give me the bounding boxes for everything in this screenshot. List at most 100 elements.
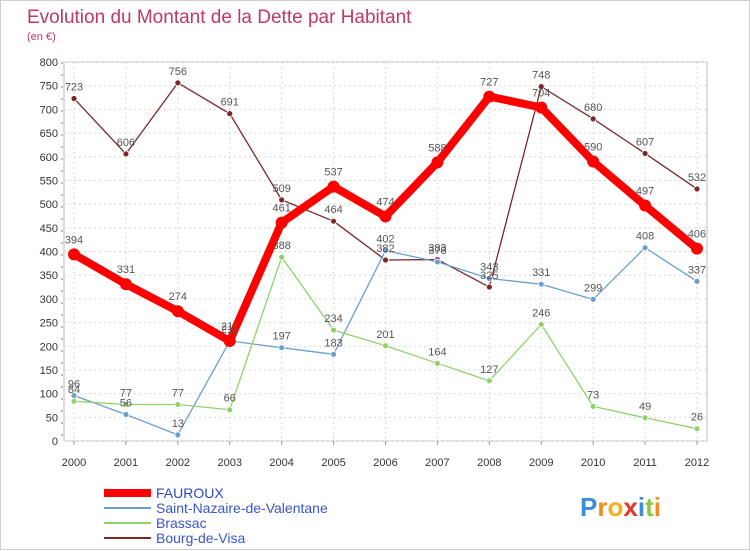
y-tick-label: 200 (40, 341, 58, 353)
data-label: 382 (376, 243, 394, 255)
data-point (330, 217, 337, 225)
data-label: 66 (224, 393, 236, 405)
logo-letter: r (597, 492, 607, 522)
data-point (693, 425, 701, 433)
y-tick-label: 0 (52, 436, 58, 448)
chart-subtitle: (en €) (27, 31, 56, 43)
data-point (70, 95, 78, 102)
data-label: 474 (376, 196, 394, 208)
logo-letter: x (623, 492, 638, 522)
chart-title: Evolution du Montant de la Dette par Hab… (27, 7, 412, 28)
x-tick-label: 2000 (62, 457, 86, 469)
data-label: 606 (117, 137, 135, 149)
x-tick-label: 2011 (633, 457, 657, 469)
data-label: 299 (584, 282, 602, 294)
data-label: 756 (169, 66, 187, 78)
data-point (174, 431, 182, 439)
data-label: 394 (65, 234, 83, 246)
legend: FAUROUXSaint-Nazaire-de-ValentaneBrassac… (104, 485, 328, 546)
legend-label: Saint-Nazaire-de-Valentane (156, 500, 328, 516)
data-point (382, 256, 389, 264)
data-label: 211 (221, 324, 239, 336)
x-tick-label: 2003 (218, 457, 242, 469)
y-tick-label: 450 (40, 223, 58, 235)
data-point (485, 283, 493, 291)
data-label: 497 (636, 186, 654, 198)
data-point (226, 406, 234, 414)
logo-letter: i (654, 492, 661, 522)
legend-label: Brassac (156, 515, 207, 531)
data-point (330, 350, 337, 358)
data-label: 378 (428, 245, 446, 257)
data-label: 73 (587, 389, 599, 401)
y-tick-label: 350 (40, 270, 58, 282)
data-label: 337 (688, 264, 706, 276)
data-point (691, 242, 703, 255)
data-label: 325 (480, 270, 498, 282)
legend-label: Bourg-de-Visa (156, 530, 245, 546)
logo-letter: i (638, 492, 645, 522)
data-label: 704 (532, 87, 550, 99)
data-label: 164 (428, 346, 446, 358)
data-label: 201 (376, 329, 394, 341)
data-label: 96 (68, 379, 80, 391)
data-point (382, 342, 389, 350)
y-tick-label: 50 (46, 412, 58, 424)
data-label: 590 (584, 141, 602, 153)
data-label: 383 (428, 243, 446, 255)
logo-letter: P (580, 492, 597, 522)
data-label: 49 (639, 401, 651, 413)
x-tick-label: 2010 (581, 457, 605, 469)
data-point (122, 411, 130, 418)
data-point (641, 150, 649, 157)
data-label: 211 (221, 321, 239, 333)
y-tick-label: 150 (40, 365, 58, 377)
data-point (278, 253, 286, 261)
x-tick-label: 2009 (529, 457, 553, 469)
data-label: 607 (636, 136, 654, 148)
data-point (275, 216, 288, 229)
y-tick-label: 700 (40, 104, 58, 116)
y-tick-label: 100 (40, 389, 58, 401)
data-point (226, 110, 234, 118)
data-label: 197 (272, 331, 290, 343)
data-label: 406 (688, 229, 706, 241)
data-label: 464 (324, 204, 342, 216)
data-label: 77 (120, 388, 132, 400)
data-point (223, 335, 236, 348)
data-label: 331 (532, 267, 550, 279)
data-label: 691 (221, 97, 239, 109)
data-point (327, 180, 340, 193)
data-label: 84 (68, 384, 80, 396)
data-point (535, 101, 548, 114)
series-bourg-de-visa (70, 79, 701, 291)
data-point (589, 403, 597, 410)
series-layer (68, 79, 703, 439)
data-label: 588 (428, 142, 446, 154)
data-label: 274 (169, 291, 187, 303)
data-point (589, 115, 597, 123)
data-point (485, 275, 493, 282)
data-label: 56 (120, 397, 132, 409)
x-axis: 2000 2001 2002 2003 2004 2005 2006 2007 2008 2009… (62, 441, 709, 469)
data-label: 246 (532, 307, 550, 319)
y-tick-label: 550 (40, 175, 58, 187)
grid-lines (64, 61, 707, 442)
y-tick-label: 400 (40, 247, 58, 259)
data-label: 331 (117, 264, 135, 276)
data-point (431, 156, 444, 169)
y-tick-label: 650 (40, 128, 58, 140)
data-point (641, 244, 649, 252)
data-label: 127 (480, 364, 498, 376)
data-label: 183 (324, 337, 342, 349)
y-tick-label: 600 (40, 152, 58, 164)
y-tick-label: 750 (40, 81, 58, 93)
data-point (122, 401, 130, 408)
data-point (68, 248, 80, 261)
proxiti-logo: Proxiti (580, 492, 661, 522)
data-label: 532 (688, 172, 706, 184)
data-label: 408 (636, 231, 654, 243)
x-tick-label: 2012 (685, 457, 709, 469)
x-tick-label: 2008 (477, 457, 501, 469)
